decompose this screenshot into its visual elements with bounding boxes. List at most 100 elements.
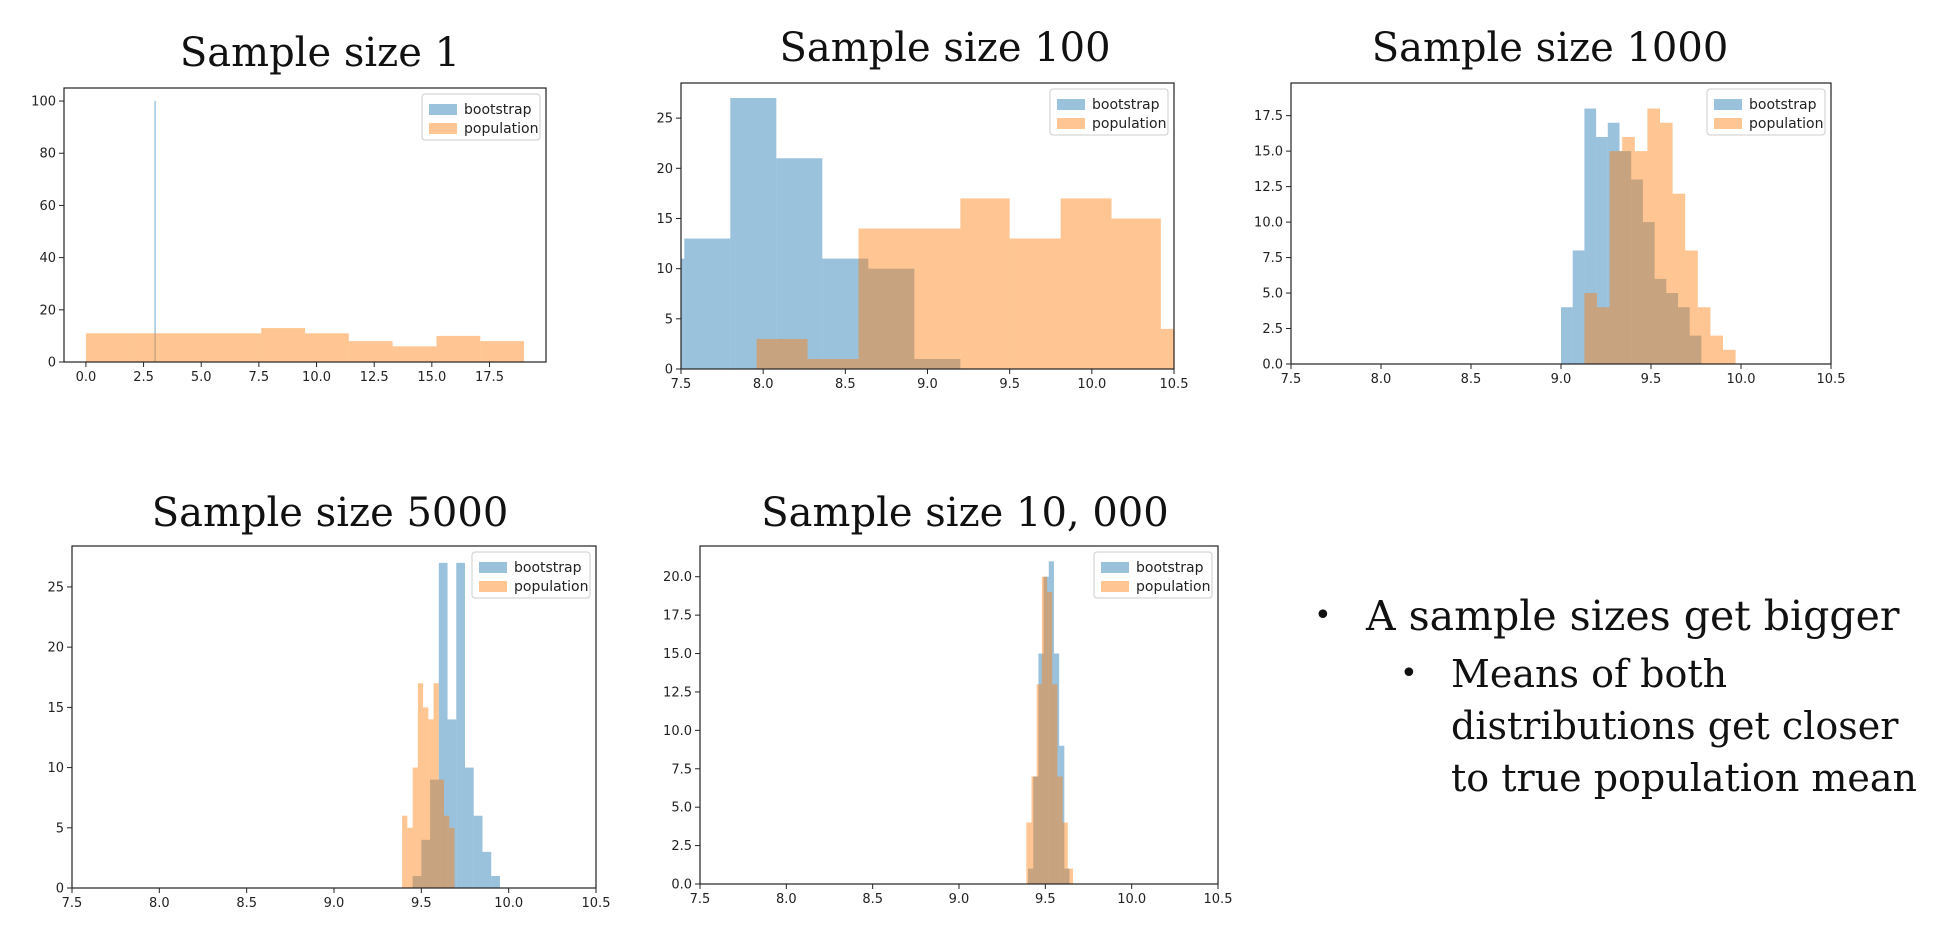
x-tick-label: 9.5 bbox=[1641, 372, 1662, 387]
legend-swatch-bootstrap bbox=[1057, 99, 1085, 110]
x-tick-label: 8.5 bbox=[835, 377, 856, 392]
legend-label-bootstrap: bootstrap bbox=[464, 102, 532, 118]
y-tick-label: 100 bbox=[31, 95, 56, 110]
legend-box bbox=[1093, 551, 1213, 599]
bars-group bbox=[681, 98, 1174, 369]
legend-swatch-population bbox=[1057, 118, 1085, 129]
histogram-chart: 7.5 8.0 8.5 9.0 9.5 10.0 10.5 0 5 10 15 20 25 bootstr… bbox=[47, 545, 610, 911]
bar-population bbox=[1111, 218, 1161, 369]
chart-title: Sample size 10, 000 bbox=[761, 490, 1169, 536]
bar-bootstrap bbox=[1064, 868, 1070, 884]
x-tick-label: 8.5 bbox=[862, 892, 883, 907]
histogram-chart: 7.5 8.0 8.5 9.0 9.5 10.0 10.5 0 5 10 15 20 25 bootstr… bbox=[656, 82, 1188, 392]
x-tick-label: 2.5 bbox=[133, 370, 154, 385]
legend-label-bootstrap: bootstrap bbox=[1136, 560, 1204, 576]
bar-bootstrap bbox=[1654, 278, 1667, 364]
x-tick-label: 10.5 bbox=[1817, 372, 1846, 387]
bar-bootstrap bbox=[1666, 293, 1678, 364]
bar-population bbox=[1047, 592, 1053, 884]
bar-population bbox=[756, 338, 808, 369]
legend-box bbox=[1049, 88, 1169, 136]
y-tick-label: 40 bbox=[39, 251, 56, 266]
bar-population bbox=[1697, 307, 1711, 364]
x-tick-label: 15.0 bbox=[417, 370, 446, 385]
bar-population bbox=[305, 333, 349, 362]
bar-population bbox=[402, 815, 408, 888]
bar-bootstrap bbox=[776, 158, 823, 369]
y-tick-label: 10 bbox=[47, 761, 64, 776]
bar-bootstrap bbox=[684, 238, 731, 369]
bars-group bbox=[402, 562, 500, 888]
bar-bootstrap bbox=[1596, 136, 1608, 364]
y-tick-label: 0.0 bbox=[671, 878, 692, 893]
chart-title: Sample size 1000 bbox=[1371, 25, 1729, 71]
bar-population bbox=[1036, 684, 1042, 884]
bar-bootstrap bbox=[730, 98, 777, 369]
bar-bootstrap bbox=[482, 851, 492, 888]
bar-population bbox=[417, 683, 424, 888]
bar-population bbox=[173, 333, 218, 362]
x-tick-label: 12.5 bbox=[360, 370, 389, 385]
x-tick-label: 9.5 bbox=[411, 896, 432, 911]
y-tick-label: 60 bbox=[39, 199, 56, 214]
legend-label-bootstrap: bootstrap bbox=[1092, 97, 1160, 113]
bar-bootstrap bbox=[1043, 576, 1049, 884]
bar-bootstrap bbox=[1048, 561, 1054, 884]
y-tick-label: 0 bbox=[48, 356, 56, 371]
legend-label-population: population bbox=[1136, 579, 1211, 595]
bar-population bbox=[1060, 198, 1112, 369]
x-tick-label: 8.5 bbox=[1461, 372, 1482, 387]
bar-population bbox=[1041, 576, 1048, 884]
y-tick-label: 15.0 bbox=[1254, 145, 1283, 160]
summary-notes: • A sample sizes get bigger • Means of b… bbox=[1308, 590, 1948, 804]
bullet-icon: • bbox=[1400, 656, 1418, 691]
panel-sample-size-5000: Sample size 5000 7.5 8.0 8.5 9.0 9.5 10.0 10.5… bbox=[30, 480, 630, 920]
x-tick-label: 10.0 bbox=[1117, 892, 1146, 907]
x-tick-label: 5.0 bbox=[191, 370, 212, 385]
legend-label-population: population bbox=[464, 121, 539, 137]
bar-population bbox=[1067, 868, 1073, 884]
bar-bootstrap bbox=[681, 258, 685, 369]
bar-population bbox=[1009, 238, 1061, 369]
x-tick-label: 7.5 bbox=[62, 896, 83, 911]
y-tick-label: 5.0 bbox=[671, 801, 692, 816]
bar-bootstrap bbox=[1678, 307, 1690, 364]
legend-swatch-population bbox=[1714, 118, 1742, 129]
bar-population bbox=[1647, 108, 1660, 364]
bar-bootstrap bbox=[868, 268, 915, 369]
legend-label-bootstrap: bootstrap bbox=[514, 560, 582, 576]
bar-bootstrap bbox=[473, 815, 483, 888]
y-tick-label: 80 bbox=[39, 147, 56, 162]
bar-population bbox=[428, 719, 434, 888]
y-tick-label: 25 bbox=[47, 580, 64, 595]
y-tick-label: 10 bbox=[656, 262, 673, 277]
x-tick-label: 9.0 bbox=[949, 892, 970, 907]
bar-population bbox=[444, 815, 450, 888]
sub-bullet-point: • Means of both distributions get closer… bbox=[1308, 648, 1948, 804]
bar-bootstrap bbox=[1642, 222, 1655, 364]
y-tick-label: 0 bbox=[665, 363, 673, 378]
bar-population bbox=[807, 358, 859, 369]
bar-population bbox=[1057, 776, 1063, 884]
legend-swatch-population bbox=[479, 581, 507, 592]
x-tick-label: 10.0 bbox=[302, 370, 331, 385]
bar-bootstrap bbox=[1631, 179, 1643, 364]
bar-population bbox=[433, 683, 439, 888]
legend-swatch-bootstrap bbox=[1714, 99, 1742, 110]
y-tick-label: 20 bbox=[39, 303, 56, 318]
legend-swatch-bootstrap bbox=[479, 562, 507, 573]
bullet-text: Means of both distributions get closer t… bbox=[1451, 652, 1918, 800]
x-tick-label: 9.0 bbox=[917, 377, 938, 392]
legend-label-population: population bbox=[1092, 116, 1167, 132]
bar-population bbox=[436, 335, 481, 362]
x-tick-label: 10.5 bbox=[1204, 892, 1233, 907]
bar-bootstrap bbox=[465, 767, 474, 888]
bar-population bbox=[1052, 684, 1058, 884]
bar-population bbox=[1660, 122, 1673, 364]
panel-sample-size-1000: Sample size 1000 7.5 8.0 8.5 9.0 9.5 10.0 10.5… bbox=[1250, 20, 1850, 450]
bar-bootstrap bbox=[822, 258, 869, 369]
bar-population bbox=[1622, 136, 1635, 364]
bar-bootstrap bbox=[456, 562, 465, 888]
y-tick-label: 7.5 bbox=[671, 762, 692, 777]
legend-box bbox=[421, 93, 541, 141]
